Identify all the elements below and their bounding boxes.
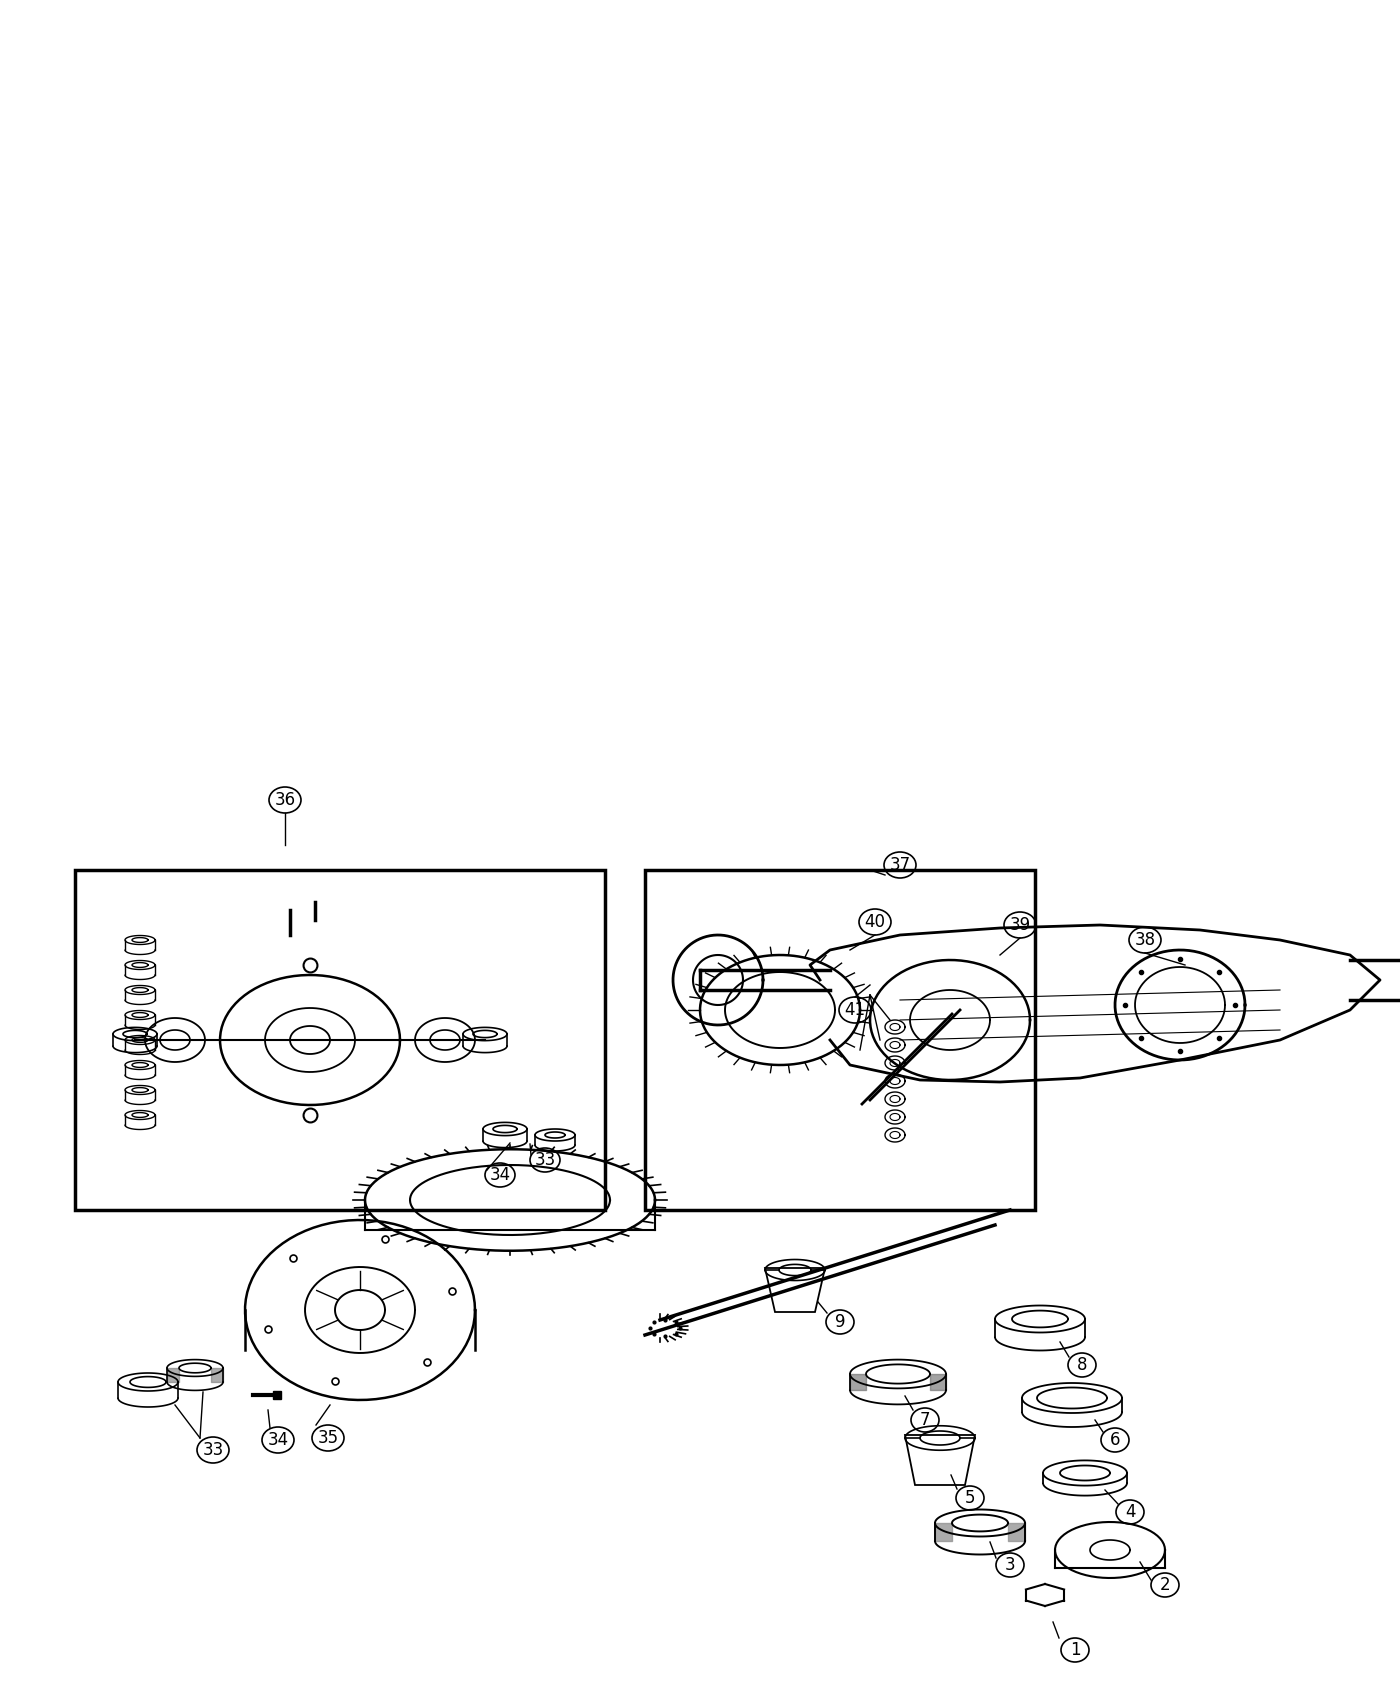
Text: 5: 5 — [965, 1489, 976, 1506]
Bar — [76, 870, 605, 1210]
Text: 9: 9 — [834, 1312, 846, 1331]
Text: 1: 1 — [1070, 1640, 1081, 1659]
Text: 39: 39 — [1009, 916, 1030, 933]
Text: 3: 3 — [1005, 1556, 1015, 1574]
Bar — [645, 870, 1035, 1210]
Text: 40: 40 — [865, 913, 885, 932]
Text: 33: 33 — [203, 1442, 224, 1459]
Text: 36: 36 — [274, 790, 295, 809]
Text: 33: 33 — [535, 1151, 556, 1170]
Text: 34: 34 — [267, 1431, 288, 1448]
Text: 8: 8 — [1077, 1357, 1088, 1374]
Text: 7: 7 — [920, 1411, 930, 1430]
Text: 38: 38 — [1134, 932, 1155, 949]
Text: 37: 37 — [889, 857, 910, 874]
Text: 6: 6 — [1110, 1431, 1120, 1448]
Text: 2: 2 — [1159, 1576, 1170, 1595]
Text: 4: 4 — [1124, 1503, 1135, 1522]
Text: 34: 34 — [490, 1166, 511, 1183]
Text: 35: 35 — [318, 1430, 339, 1447]
Text: 41: 41 — [844, 1001, 865, 1018]
